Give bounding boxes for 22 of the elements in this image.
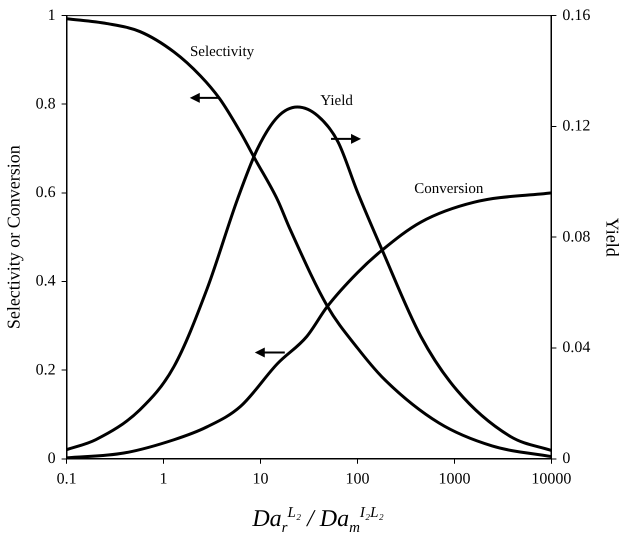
y-tick-label: 0.6 [36,184,56,202]
y-tick-label: 0 [48,450,56,468]
x-tick-label: 1000 [438,470,470,488]
y2-tick-label: 0.04 [562,339,590,356]
y-tick-label: 1 [48,6,56,24]
x-tick-label: 100 [345,470,370,488]
x-tick-label: 10000 [531,470,572,488]
y-axis-title: Selectivity or Conversion [4,145,24,330]
y2-tick-label: 0.08 [562,228,590,246]
x-tick-label: 10 [252,470,269,488]
series-label: Yield [320,92,354,109]
x-tick-label: 0.1 [56,470,77,488]
y-tick-label: 0.4 [36,272,56,290]
series-label: Conversion [414,181,484,198]
y2-axis-title: Yield [602,218,622,257]
y2-tick-label: 0.16 [562,6,590,24]
y2-tick-label: 0 [562,450,570,468]
y-tick-label: 0.2 [36,361,56,378]
y2-tick-label: 0.12 [562,118,590,135]
y-tick-label: 0.8 [36,95,56,112]
series-label: Selectivity [190,44,255,60]
x-tick-label: 1 [160,470,168,488]
